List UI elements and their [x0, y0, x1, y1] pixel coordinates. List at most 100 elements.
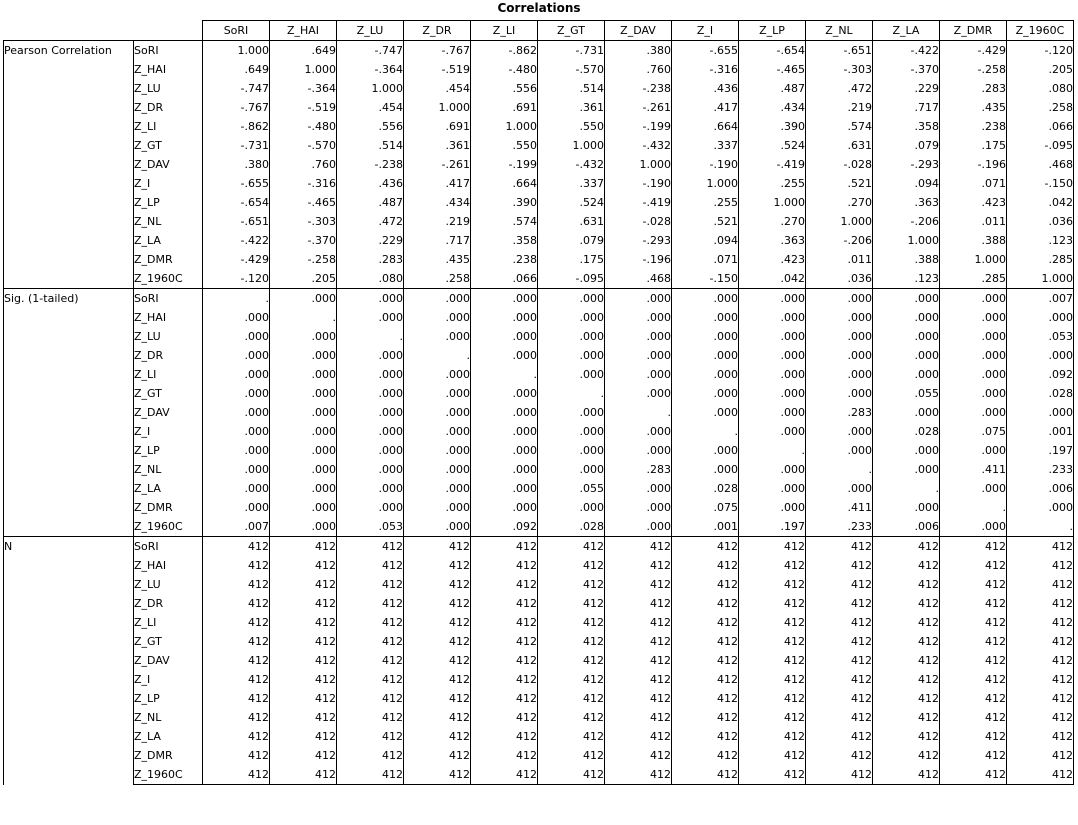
value-cell: .233	[805, 517, 873, 537]
value-cell: .000	[202, 403, 270, 422]
value-cell: .000	[604, 288, 672, 308]
value-cell: 412	[202, 632, 270, 651]
table-row: Z_NL -.651 -.303.472.219.574.631 -.028.521.…	[4, 212, 1074, 231]
value-cell: .000	[470, 384, 538, 403]
value-cell: .000	[939, 384, 1007, 403]
value-cell: .285	[1006, 250, 1074, 269]
value-cell: .283	[336, 250, 404, 269]
value-cell: -.731	[537, 40, 605, 60]
value-cell: -.190	[671, 155, 739, 174]
value-cell: 412	[872, 594, 940, 613]
table-row: Z_1960C 412 412 412 412 412 412 412 412 412 412 412…	[4, 765, 1074, 785]
value-cell: .	[537, 384, 605, 403]
value-cell: .075	[939, 422, 1007, 441]
value-cell: 412	[537, 632, 605, 651]
value-cell: .000	[671, 346, 739, 365]
value-cell: 412	[470, 632, 538, 651]
value-cell: -.120	[202, 269, 270, 289]
value-cell: .000	[403, 384, 471, 403]
row-variable-label: Z_LA	[134, 234, 161, 247]
value-cell: .000	[537, 460, 605, 479]
value-cell: 412	[537, 594, 605, 613]
value-cell: .042	[1006, 193, 1074, 212]
value-cell: 412	[604, 651, 672, 670]
value-cell: -.199	[470, 155, 538, 174]
value-cell: -.419	[738, 155, 806, 174]
table-row: Z_I -.655 -.316.436.417.664.337 -.190 1.000.…	[4, 174, 1074, 193]
value-cell: -.429	[202, 250, 270, 269]
value-cell: 412	[202, 727, 270, 746]
row-variable-label: Z_LI	[134, 616, 157, 629]
table-row: Z_NL 412 412 412 412 412 412 412 412 412 412 412 412…	[4, 708, 1074, 727]
value-cell: .258	[403, 269, 471, 289]
value-cell: .388	[872, 250, 940, 269]
value-cell: 412	[671, 727, 739, 746]
value-cell: .000	[738, 365, 806, 384]
value-cell: .255	[738, 174, 806, 193]
value-cell: 412	[872, 746, 940, 765]
value-cell: .000	[269, 327, 337, 346]
value-cell: 1.000	[537, 136, 605, 155]
row-variable-label: SoRI	[133, 536, 203, 556]
value-cell: .000	[336, 403, 404, 422]
value-cell: -.519	[269, 98, 337, 117]
value-cell: .000	[336, 308, 404, 327]
value-cell: -.570	[537, 60, 605, 79]
value-cell: .	[269, 308, 337, 327]
value-cell: .066	[1006, 117, 1074, 136]
table-row: Z_LU -.747 -.364 1.000.454.556.514 -.238.436…	[4, 79, 1074, 98]
value-cell: .258	[1006, 98, 1074, 117]
correlations-table: SoRI Z_HAI Z_LU Z_DR Z_LI Z_GT Z_DAV Z_I Z_LP Z_N…	[3, 20, 1074, 785]
value-cell: .000	[872, 288, 940, 308]
value-cell: .000	[671, 460, 739, 479]
value-cell: 412	[470, 765, 538, 785]
value-cell: 1.000	[805, 212, 873, 231]
value-cell: .	[403, 346, 471, 365]
value-cell: .080	[336, 269, 404, 289]
value-cell: 412	[604, 727, 672, 746]
value-cell: .380	[604, 40, 672, 60]
value-cell: 412	[604, 556, 672, 575]
column-header: Z_LA	[872, 20, 940, 41]
value-cell: 412	[537, 651, 605, 670]
value-cell: .000	[269, 498, 337, 517]
table-row: Z_HAI .000. .000.000.000.000.000.000.000.0…	[4, 308, 1074, 327]
value-cell: .000	[604, 327, 672, 346]
value-cell: 412	[939, 613, 1007, 632]
value-cell: .556	[336, 117, 404, 136]
value-cell: 412	[939, 708, 1007, 727]
value-cell: .717	[403, 231, 471, 250]
value-cell: 412	[671, 575, 739, 594]
value-cell: 412	[470, 651, 538, 670]
value-cell: .	[202, 288, 270, 308]
value-cell: .000	[872, 441, 940, 460]
value-cell: -.095	[1006, 136, 1074, 155]
row-variable-label: Z_DMR	[134, 501, 173, 514]
value-cell: 412	[805, 594, 873, 613]
value-cell: -.767	[202, 98, 270, 117]
value-cell: 412	[1006, 536, 1074, 556]
group-label: Sig. (1-tailed)	[3, 288, 134, 537]
value-cell: .071	[939, 174, 1007, 193]
column-header: Z_LP	[738, 20, 806, 41]
value-cell: .000	[872, 365, 940, 384]
value-cell: .053	[1006, 327, 1074, 346]
value-cell: .000	[537, 308, 605, 327]
table-row: Z_DAV .000.000.000.000.000.000. .000.000.2…	[4, 403, 1074, 422]
value-cell: .000	[604, 384, 672, 403]
value-cell: .000	[336, 288, 404, 308]
value-cell: 412	[403, 575, 471, 594]
value-cell: 412	[336, 632, 404, 651]
value-cell: .000	[202, 422, 270, 441]
value-cell: 412	[269, 727, 337, 746]
value-cell: .649	[269, 40, 337, 60]
value-cell: -.747	[336, 40, 404, 60]
value-cell: 412	[1006, 746, 1074, 765]
value-cell: 1.000	[269, 60, 337, 79]
table-row: Z_LI -.862 -.480.556.691 1.000.550 -.199.664…	[4, 117, 1074, 136]
value-cell: 412	[269, 651, 337, 670]
value-cell: .417	[403, 174, 471, 193]
value-cell: 412	[1006, 727, 1074, 746]
value-cell: .417	[671, 98, 739, 117]
value-cell: .380	[202, 155, 270, 174]
